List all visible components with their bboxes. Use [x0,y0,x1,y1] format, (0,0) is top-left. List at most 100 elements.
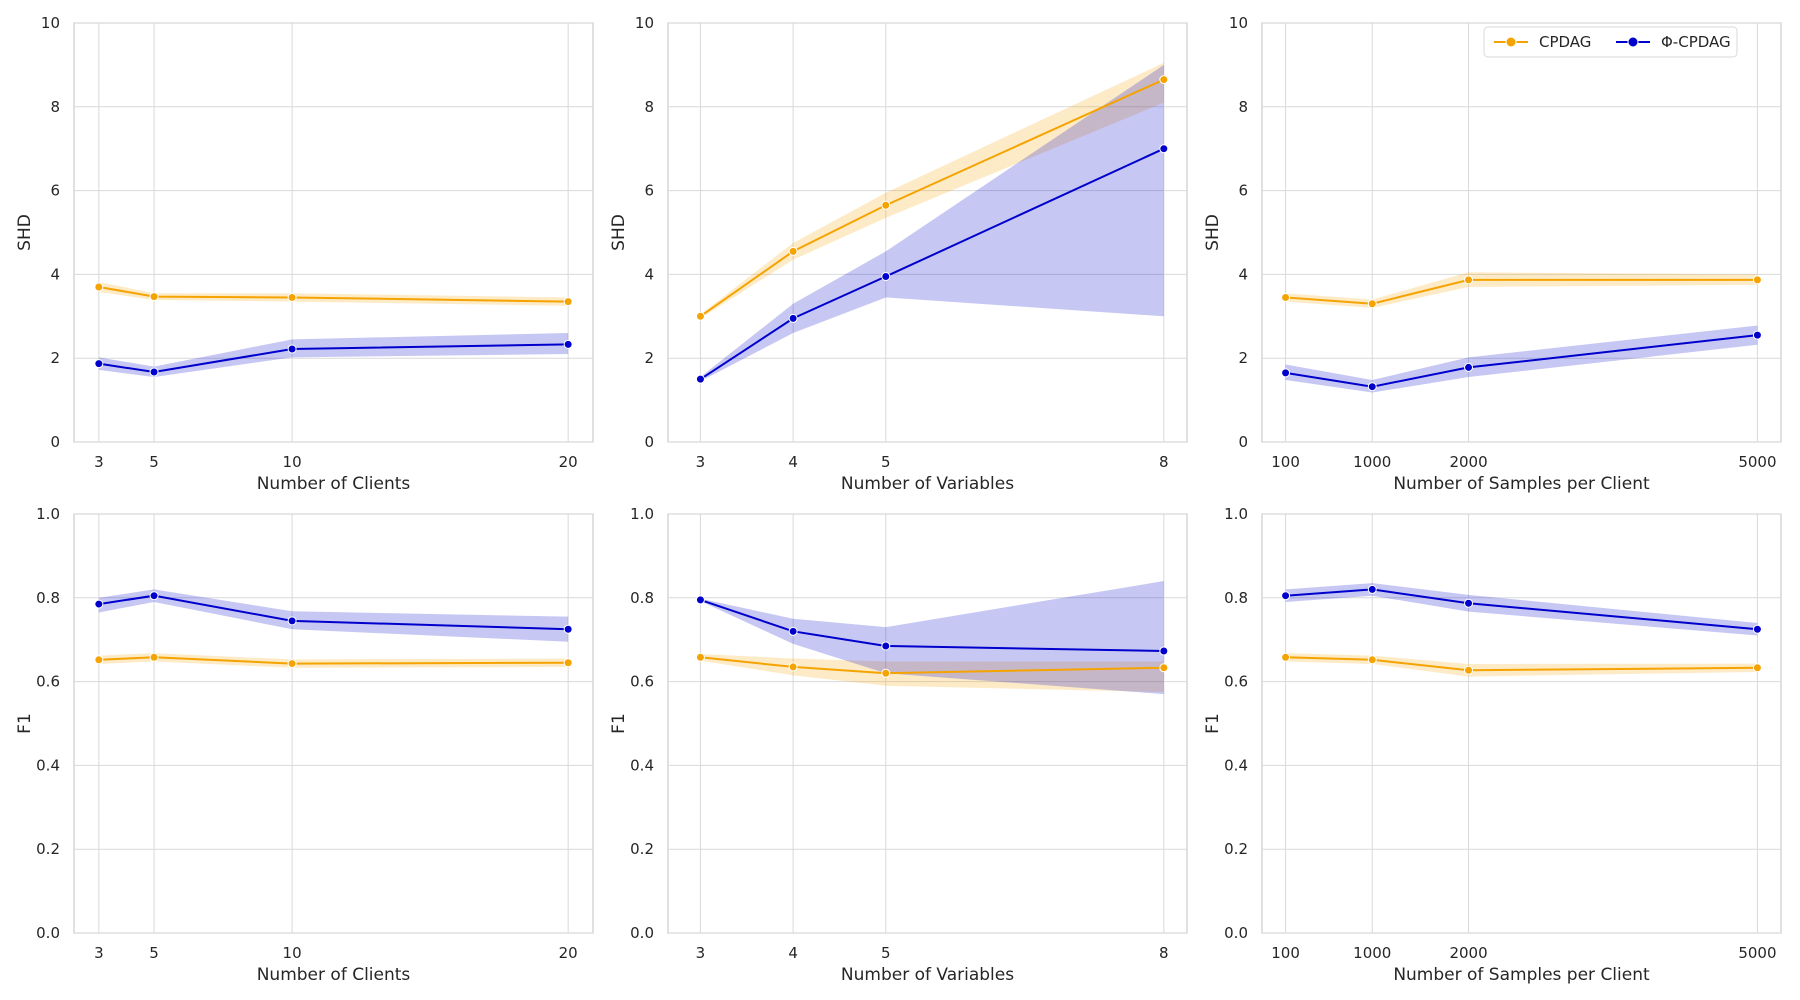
cpdag-line [98,285,569,303]
cpdag-line [699,147,1165,380]
cpdag-line [700,598,1164,653]
cpdag-point [881,200,891,210]
panel-4: 0.0 0.2 0.4 0.6 0.8 1.0 3 4 5 8 Number of Variable… [609,505,1188,985]
x-tick-label: 3 [94,453,104,471]
y-tick-label: 2 [1238,349,1248,367]
x-tick-label: 3 [696,944,706,962]
x-tick-label: 2000 [1449,453,1487,471]
plot-area [667,22,1188,443]
x-axis-label: Number of Variables [841,965,1014,985]
cpdag-point [149,591,159,601]
x-tick-label: 2000 [1449,944,1487,962]
y-axis-label: SHD [1203,214,1223,251]
legend-label-cpdag: Φ-CPDAG [1661,33,1731,51]
y-tick-label: 0.2 [36,840,60,858]
cpdag-point [1752,663,1762,673]
cpdag-confidence-band [98,589,569,642]
cpdag-point [1752,275,1762,285]
cpdag-line [1285,278,1758,305]
y-tick-label: 4 [1238,265,1248,283]
x-tick-label: 3 [94,944,104,962]
x-tick-label: 5000 [1738,453,1776,471]
x-tick-label: 5 [149,944,159,962]
cpdag-point [1367,655,1377,665]
cpdag-confidence-band [98,653,569,668]
cpdag-point [1464,362,1474,372]
cpdag-confidence-band [700,64,1164,382]
cpdag-point [1464,275,1474,285]
cpdag-point [1159,646,1169,656]
legend: CPDAG Φ-CPDAG [1483,26,1738,58]
cpdag-point [94,599,104,609]
y-tick-label: 0.0 [1224,924,1248,942]
y-tick-label: 0 [50,433,60,451]
y-tick-label: 0.2 [1224,840,1248,858]
y-axis-label: F1 [15,713,35,734]
x-axis-label: Number of Variables [841,474,1014,494]
y-tick-label: 0.4 [36,756,60,774]
y-tick-label: 10 [41,14,60,32]
cpdag-point [1752,330,1762,340]
x-tick-label: 20 [559,944,578,962]
y-tick-label: 8 [1238,98,1248,116]
cpdag-point [94,655,104,665]
cpdag-point [1464,598,1474,608]
cpdag-confidence-band [700,62,1164,319]
x-tick-label: 8 [1159,944,1169,962]
cpdag-point [563,339,573,349]
panel-5: 0.0 0.2 0.4 0.6 0.8 1.0 100 1000 2000 5000 Number … [1203,505,1782,985]
cpdag-line [98,343,569,374]
panel-2: 0 2 4 6 8 10 100 1000 2000 5000 Number of Samples … [1203,14,1782,494]
y-tick-label: 6 [1238,182,1248,200]
y-tick-label: 1.0 [36,505,60,523]
panel-1: 0 2 4 6 8 10 3 4 5 8 Number of Variables SHD [609,14,1188,494]
y-tick-label: 0.0 [36,924,60,942]
cpdag-point [881,641,891,651]
y-tick-label: 8 [50,98,60,116]
y-tick-label: 0.6 [36,673,60,691]
cpdag-line [1285,656,1758,672]
cpdag-point [563,624,573,634]
cpdag-confidence-band [700,581,1164,695]
y-tick-label: 0 [1238,433,1248,451]
cpdag-point [94,282,104,292]
cpdag-point [149,367,159,377]
y-tick-label: 1.0 [630,505,654,523]
cpdag-point [287,292,297,302]
x-tick-label: 1000 [1353,453,1391,471]
y-tick-label: 4 [50,265,60,283]
y-axis-label: F1 [609,713,629,734]
x-tick-label: 5000 [1738,944,1776,962]
cpdag-point [788,626,798,636]
cpdag-line [699,78,1165,318]
cpdag-point [1752,624,1762,634]
x-axis-label: Number of Clients [257,474,411,494]
cpdag-point [1281,652,1291,662]
cpdag-point [788,313,798,323]
cpdag-point [695,652,705,662]
y-tick-label: 0.8 [1224,589,1248,607]
y-tick-label: 0 [644,433,654,451]
cpdag-point [1367,299,1377,309]
cpdag-confidence-band [98,333,569,378]
cpdag-point [1281,591,1291,601]
cpdag-point [1367,584,1377,594]
legend-marker-cpdag [1627,36,1639,48]
cpdag-confidence-band [1285,325,1758,393]
x-tick-label: 5 [149,453,159,471]
cpdag-point [1367,382,1377,392]
y-axis-label: F1 [1203,713,1223,734]
x-tick-label: 100 [1271,944,1300,962]
cpdag-point [695,374,705,384]
cpdag-point [287,344,297,354]
cpdag-point [788,246,798,256]
y-tick-label: 0.6 [1224,673,1248,691]
legend-marker-cpdag [1505,36,1517,48]
x-tick-label: 3 [696,453,706,471]
y-tick-label: 0.6 [630,673,654,691]
plot-area [1261,22,1782,443]
cpdag-point [1281,368,1291,378]
y-tick-label: 0.8 [36,589,60,607]
y-tick-label: 2 [644,349,654,367]
cpdag-point [1464,665,1474,675]
